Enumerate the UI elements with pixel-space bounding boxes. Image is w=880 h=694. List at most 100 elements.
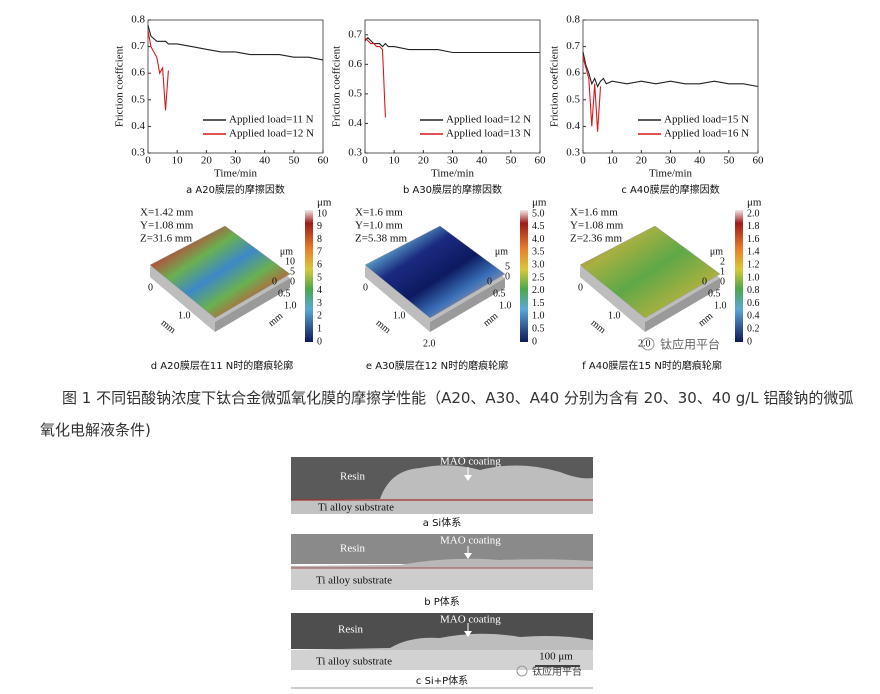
x-tick-label: 0.5 bbox=[708, 288, 721, 299]
colorbar-label: 2.0 bbox=[747, 208, 760, 219]
x-tick-label: 40 bbox=[259, 155, 271, 167]
wear-profile: X=1.6 mmY=1.08 mmZ=2.36 mmμm2.01.81.61.4… bbox=[570, 197, 762, 372]
x-tick-label: 50 bbox=[505, 155, 517, 167]
y-tick-label: 0.3 bbox=[348, 147, 362, 159]
profile-parameter: Z=31.6 mm bbox=[140, 233, 192, 245]
y-tick-label: 0 bbox=[363, 282, 368, 293]
y-tick-label: 0.8 bbox=[131, 14, 145, 26]
wear-profile: X=1.42 mmY=1.08 mmZ=31.6 mmμm10987654321… bbox=[140, 197, 332, 372]
profile-surface bbox=[364, 225, 506, 319]
chart-subtitle: a A20膜层的摩擦因数 bbox=[186, 183, 285, 196]
colorbar-label: 2 bbox=[317, 311, 322, 322]
profile-parameter: Z=2.36 mm bbox=[570, 233, 622, 245]
x-tick-label: 20 bbox=[201, 155, 213, 167]
colorbar-label: 5 bbox=[317, 272, 322, 283]
x-tick-label: 20 bbox=[636, 155, 648, 167]
y-axis-label: Friction coeffcient bbox=[331, 46, 343, 127]
y-tick-label: 0.4 bbox=[348, 117, 362, 129]
colorbar-label: 7 bbox=[317, 247, 322, 258]
colorbar-label: 3 bbox=[317, 298, 322, 309]
legend-label: Applied load=11 N bbox=[229, 114, 314, 126]
z-tick-label: 5 bbox=[290, 266, 295, 277]
x-tick-label: 60 bbox=[318, 155, 330, 167]
colorbar-label: 1.0 bbox=[532, 311, 545, 322]
colorbar-label: 3.5 bbox=[532, 247, 545, 258]
x-unit: mm bbox=[696, 310, 715, 329]
profile-block bbox=[645, 278, 720, 332]
y-tick-label: 0.6 bbox=[131, 67, 145, 79]
y-tick-label: 0.6 bbox=[566, 67, 580, 79]
profile-caption: d A20膜层在11 N时的磨痕轮廓 bbox=[151, 359, 293, 372]
colorbar-label: 1.0 bbox=[747, 272, 760, 283]
colorbar-label: 1.6 bbox=[747, 234, 760, 245]
micrograph-caption: a Si体系 bbox=[423, 517, 461, 529]
x-tick-label: 60 bbox=[535, 155, 547, 167]
colorbar bbox=[305, 210, 313, 342]
y-tick-label: 0.7 bbox=[348, 28, 362, 40]
x-tick-label: 50 bbox=[288, 155, 300, 167]
micrograph-a: Resin MAO coating Ti alloy substrate a S… bbox=[291, 456, 593, 529]
z-tick-label: 1 bbox=[720, 266, 725, 277]
x-tick-label: 1.0 bbox=[284, 300, 297, 311]
y-unit: mm bbox=[159, 318, 178, 337]
colorbar-label: 2.5 bbox=[532, 272, 545, 283]
colorbar-label: 0 bbox=[532, 336, 537, 347]
z-unit: μm bbox=[710, 246, 723, 257]
colorbar-label: 0 bbox=[317, 336, 322, 347]
legend-label: Applied load=12 N bbox=[446, 114, 531, 126]
y-tick-label: 0 bbox=[148, 282, 153, 293]
colorbar-label: 0.6 bbox=[747, 298, 760, 309]
chart-subtitle: c A40膜层的摩擦因数 bbox=[621, 183, 719, 196]
z-tick-label: 10 bbox=[285, 256, 295, 267]
profile-parameter: Y=1.08 mm bbox=[570, 220, 624, 232]
x-axis-label: Time/min bbox=[649, 168, 692, 180]
colorbar-unit: μm bbox=[317, 197, 332, 209]
colorbar-label: 4 bbox=[317, 285, 322, 296]
y-tick-label: 0.5 bbox=[566, 93, 580, 105]
colorbar-label: 1.4 bbox=[747, 247, 760, 258]
colorbar-label: 1 bbox=[317, 323, 322, 334]
x-tick-label: 40 bbox=[476, 155, 488, 167]
colorbar-label: 4.5 bbox=[532, 221, 545, 232]
substrate-label: Ti alloy substrate bbox=[318, 502, 394, 514]
y-tick-label: 0.5 bbox=[131, 93, 145, 105]
watermark-text: 钛应用平台 bbox=[532, 665, 582, 678]
micrograph-caption: b P体系 bbox=[424, 596, 460, 608]
z-tick-label: 0 bbox=[290, 276, 295, 287]
y-tick-label: 0 bbox=[578, 282, 583, 293]
series-line bbox=[582, 57, 602, 132]
resin-label: Resin bbox=[338, 624, 364, 636]
resin-label: Resin bbox=[340, 471, 366, 483]
profile-caption: f A40膜层在15 N时的磨痕轮廓 bbox=[582, 359, 722, 372]
legend-label: Applied load=15 N bbox=[664, 114, 749, 126]
x-tick-label: 0 bbox=[702, 276, 707, 287]
x-tick-label: 1.0 bbox=[714, 300, 727, 311]
y-tick-label: 0.4 bbox=[566, 120, 580, 132]
series-line bbox=[147, 30, 169, 111]
colorbar-label: 0.8 bbox=[747, 285, 760, 296]
colorbar-label: 0.4 bbox=[747, 311, 760, 322]
x-tick-label: 10 bbox=[389, 155, 401, 167]
profile-surface bbox=[149, 225, 291, 319]
profile-parameter: X=1.6 mm bbox=[355, 207, 403, 219]
y-tick-label: 0.7 bbox=[131, 40, 145, 52]
scale-bar-label: 100 μm bbox=[539, 651, 573, 663]
x-tick-label: 0 bbox=[580, 155, 586, 167]
colorbar-unit: μm bbox=[532, 197, 547, 209]
legend-label: Applied load=13 N bbox=[446, 128, 531, 140]
micrograph-c: Resin MAO coating Ti alloy substrate 100… bbox=[291, 613, 593, 687]
coating-label: MAO coating bbox=[440, 535, 501, 547]
profile-surface bbox=[579, 225, 721, 319]
x-tick-label: 10 bbox=[172, 155, 184, 167]
z-tick-label: 5 bbox=[505, 261, 510, 272]
y-axis-label: Friction coeffcient bbox=[549, 46, 561, 127]
profile-parameter: Y=1.08 mm bbox=[140, 220, 194, 232]
chart-subtitle: b A30膜层的摩擦因数 bbox=[403, 183, 502, 196]
substrate-label: Ti alloy substrate bbox=[316, 575, 392, 587]
legend-label: Applied load=12 N bbox=[229, 128, 314, 140]
x-tick-label: 0 bbox=[487, 276, 492, 287]
coating-label: MAO coating bbox=[440, 614, 501, 626]
colorbar-label: 1.8 bbox=[747, 221, 760, 232]
micrograph-caption: c Si+P体系 bbox=[416, 675, 468, 687]
y-tick-label: 0.4 bbox=[131, 120, 145, 132]
